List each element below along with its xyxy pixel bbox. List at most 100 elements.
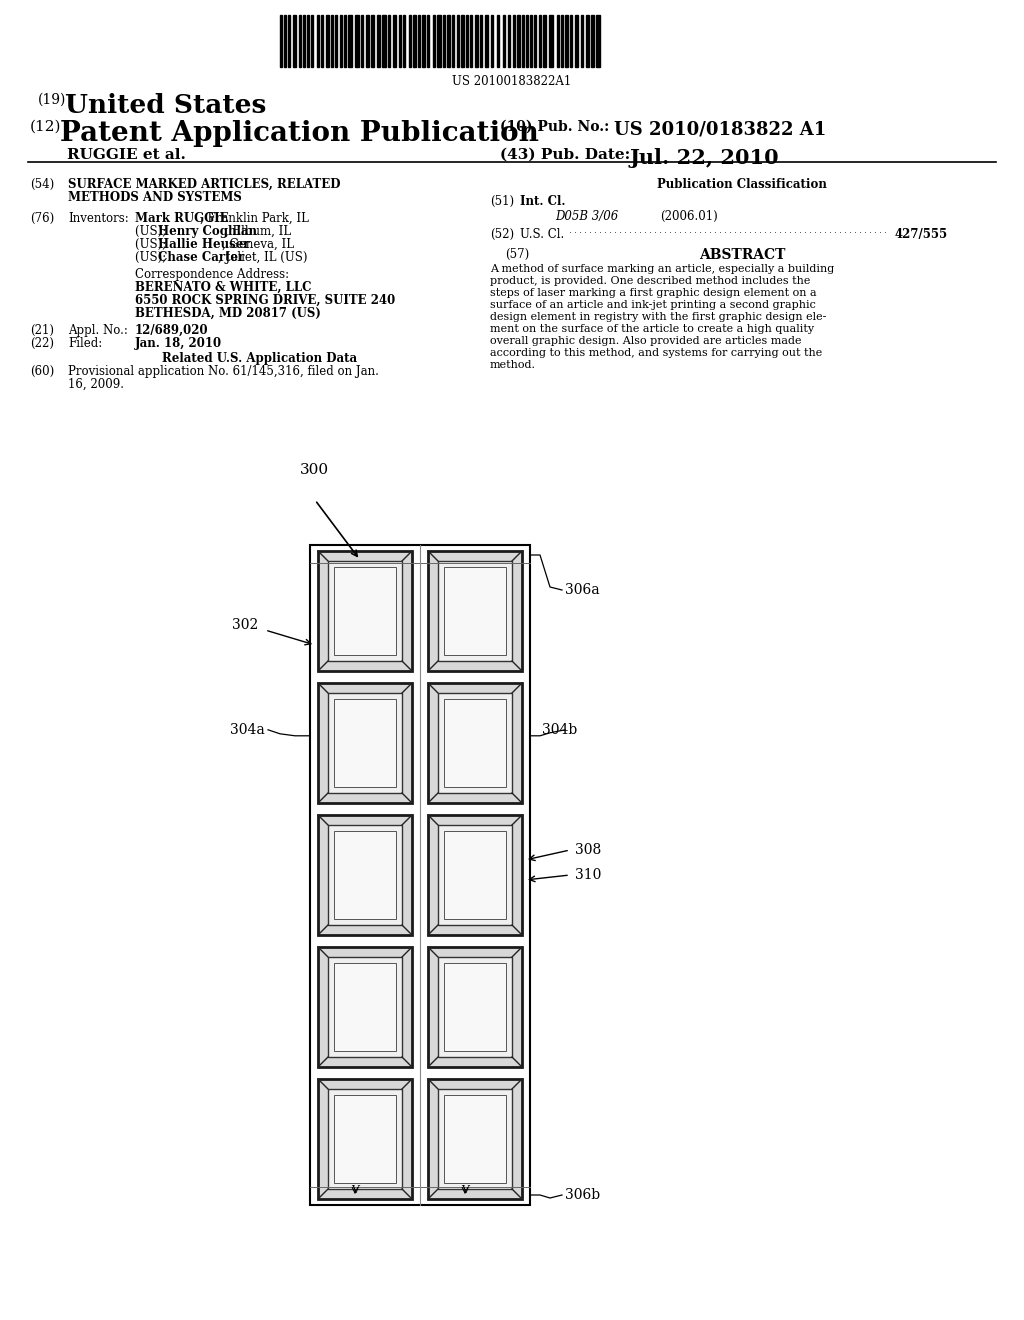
Bar <box>399 15 401 67</box>
Text: Patent Application Publication: Patent Application Publication <box>60 120 539 147</box>
Bar <box>433 15 435 67</box>
Text: (57): (57) <box>505 248 529 261</box>
Bar <box>284 15 286 67</box>
Bar <box>437 15 441 67</box>
Bar <box>303 15 305 67</box>
Bar <box>334 1096 396 1183</box>
Text: Int. Cl.: Int. Cl. <box>520 195 565 209</box>
Bar <box>503 15 505 67</box>
Text: (22): (22) <box>30 337 54 350</box>
Bar <box>335 15 337 67</box>
Bar <box>444 964 506 1051</box>
Bar <box>497 15 499 67</box>
Bar <box>307 15 309 67</box>
Bar <box>317 15 319 67</box>
Text: (2006.01): (2006.01) <box>660 210 718 223</box>
Bar <box>565 15 568 67</box>
Text: (12): (12) <box>30 120 61 135</box>
Text: 6550 ROCK SPRING DRIVE, SUITE 240: 6550 ROCK SPRING DRIVE, SUITE 240 <box>135 294 395 308</box>
Text: (US);: (US); <box>135 251 170 264</box>
Text: Hallie Heuser: Hallie Heuser <box>158 238 250 251</box>
Bar <box>288 15 290 67</box>
Bar <box>334 700 396 787</box>
Text: Jan. 18, 2010: Jan. 18, 2010 <box>135 337 222 350</box>
Bar <box>530 15 532 67</box>
Bar <box>280 15 282 67</box>
Text: method.: method. <box>490 360 536 370</box>
Text: RUGGIE et al.: RUGGIE et al. <box>67 148 186 162</box>
Bar <box>461 15 464 67</box>
Text: product, is provided. One described method includes the: product, is provided. One described meth… <box>490 276 810 286</box>
Text: surface of an article and ink-jet printing a second graphic: surface of an article and ink-jet printi… <box>490 300 816 310</box>
Bar <box>334 964 396 1051</box>
Bar <box>318 946 412 1067</box>
Text: Henry Coghlan: Henry Coghlan <box>158 224 257 238</box>
Bar <box>328 957 402 1057</box>
Text: 300: 300 <box>300 463 329 477</box>
Bar <box>466 15 468 67</box>
Text: (21): (21) <box>30 323 54 337</box>
Text: 310: 310 <box>575 869 601 882</box>
Bar <box>444 832 506 919</box>
Bar <box>447 15 450 67</box>
Text: design element in registry with the first graphic design ele-: design element in registry with the firs… <box>490 312 826 322</box>
Bar <box>393 15 396 67</box>
Text: Filed:: Filed: <box>68 337 102 350</box>
Text: BETHESDA, MD 20817 (US): BETHESDA, MD 20817 (US) <box>135 308 321 319</box>
Bar <box>575 15 578 67</box>
Bar <box>377 15 380 67</box>
Bar <box>334 568 396 655</box>
Bar <box>596 15 600 67</box>
Text: BERENATO & WHITE, LLC: BERENATO & WHITE, LLC <box>135 281 311 294</box>
Bar <box>522 15 524 67</box>
Bar <box>438 957 512 1057</box>
Text: , Geneva, IL: , Geneva, IL <box>222 238 294 251</box>
Text: 308: 308 <box>575 843 601 857</box>
Bar <box>328 561 402 661</box>
Bar <box>328 693 402 793</box>
Bar <box>382 15 386 67</box>
Text: (76): (76) <box>30 213 54 224</box>
Bar <box>371 15 374 67</box>
Bar <box>485 15 488 67</box>
Bar <box>413 15 416 67</box>
Text: United States: United States <box>65 92 266 117</box>
Bar <box>443 15 445 67</box>
Bar <box>418 15 420 67</box>
Text: according to this method, and systems for carrying out the: according to this method, and systems fo… <box>490 348 822 358</box>
Bar <box>318 1078 412 1199</box>
Text: (US);: (US); <box>135 224 170 238</box>
Bar <box>428 814 522 935</box>
Text: 302: 302 <box>232 618 258 632</box>
Text: US 20100183822A1: US 20100183822A1 <box>453 75 571 88</box>
Bar <box>475 15 478 67</box>
Bar <box>438 561 512 661</box>
Text: Inventors:: Inventors: <box>68 213 129 224</box>
Bar <box>591 15 594 67</box>
Text: U.S. Cl.: U.S. Cl. <box>520 228 564 242</box>
Bar <box>526 15 528 67</box>
Text: V: V <box>461 1185 469 1195</box>
Bar <box>428 550 522 671</box>
Text: (54): (54) <box>30 178 54 191</box>
Bar <box>366 15 369 67</box>
Bar <box>534 15 536 67</box>
Bar <box>508 15 510 67</box>
Bar <box>293 15 296 67</box>
Text: (19): (19) <box>38 92 67 107</box>
Text: ment on the surface of the article to create a high quality: ment on the surface of the article to cr… <box>490 323 814 334</box>
Bar <box>355 15 359 67</box>
Text: 427/555: 427/555 <box>895 228 948 242</box>
Text: (52): (52) <box>490 228 514 242</box>
Text: Publication Classification: Publication Classification <box>657 178 827 191</box>
Text: , Elbum, IL: , Elbum, IL <box>225 224 291 238</box>
Text: Mark RUGGIE: Mark RUGGIE <box>135 213 228 224</box>
Bar <box>328 1089 402 1189</box>
Bar <box>438 1089 512 1189</box>
Text: Chase Carter: Chase Carter <box>158 251 245 264</box>
Text: Provisional application No. 61/145,316, filed on Jan.: Provisional application No. 61/145,316, … <box>68 366 379 378</box>
Text: (US);: (US); <box>135 238 170 251</box>
Bar <box>310 545 530 1205</box>
Text: 12/689,020: 12/689,020 <box>135 323 209 337</box>
Text: SURFACE MARKED ARTICLES, RELATED: SURFACE MARKED ARTICLES, RELATED <box>68 178 341 191</box>
